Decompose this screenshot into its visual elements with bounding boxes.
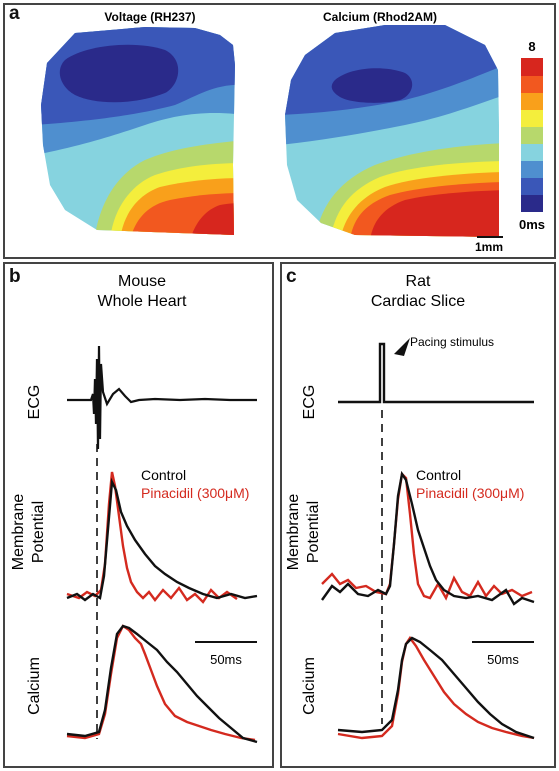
panel-b-label: b	[9, 266, 21, 287]
membrane-pinacidil-trace	[321, 471, 533, 601]
ecg-label: ECG	[301, 385, 318, 420]
calcium-control-trace	[66, 624, 258, 744]
membrane-label-line1: Membrane	[285, 494, 302, 571]
voltage-map-title: Voltage (RH237)	[104, 10, 195, 24]
pacing-stimulus-label: Pacing stimulus	[410, 335, 494, 349]
time-scale-label: 50ms	[210, 652, 242, 667]
legend-control: Control	[416, 467, 461, 483]
panel-c-label: c	[286, 266, 297, 287]
membrane-label-line2: Potential	[30, 501, 47, 563]
panel-a: a Voltage (RH237) Calcium (Rhod2AM)	[3, 3, 556, 259]
time-scale-label: 50ms	[487, 652, 519, 667]
calcium-map-title: Calcium (Rhod2AM)	[323, 10, 437, 24]
membrane-label-line1: Membrane	[10, 494, 27, 571]
membrane-control-trace	[321, 470, 535, 606]
panel-b-title-line2: Whole Heart	[98, 293, 187, 310]
calcium-label: Calcium	[301, 657, 318, 715]
calcium-activation-map	[285, 25, 499, 237]
legend-pinacidil: Pinacidil (300μM)	[416, 485, 524, 501]
panel-c-title-line2: Cardiac Slice	[371, 293, 465, 310]
legend-pinacidil: Pinacidil (300μM)	[141, 485, 249, 501]
panel-c-figure: Rat Cardiac Slice ECG Membrane Potential…	[285, 273, 535, 740]
calcium-pinacidil-trace	[337, 635, 535, 740]
ecg-trace	[338, 342, 534, 404]
panel-b: b Mouse Whole Heart ECG Membrane Potenti…	[3, 262, 274, 768]
panel-a-label: a	[9, 3, 20, 24]
ecg-label: ECG	[26, 385, 43, 420]
scale-bar-label: 1mm	[475, 240, 503, 254]
membrane-label-line2: Potential	[305, 501, 322, 563]
scale-min-label: 0ms	[519, 217, 545, 232]
colour-scale-bar	[521, 58, 543, 212]
panel-b-title-line1: Mouse	[118, 273, 166, 290]
pacing-arrow-icon	[394, 338, 410, 356]
calcium-label: Calcium	[26, 657, 43, 715]
panel-b-figure: Mouse Whole Heart ECG Membrane Potential…	[10, 273, 258, 744]
legend-control: Control	[141, 467, 186, 483]
scale-max-label: 8	[528, 39, 535, 54]
panel-c-title-line1: Rat	[406, 273, 431, 290]
voltage-activation-map	[41, 27, 235, 235]
calcium-control-trace	[337, 636, 535, 740]
membrane-control-trace	[66, 477, 258, 602]
panel-a-figure: Voltage (RH237) Calcium (Rhod2AM)	[41, 10, 545, 254]
calcium-pinacidil-trace	[66, 624, 256, 742]
ecg-trace	[67, 345, 257, 450]
panel-c: c Rat Cardiac Slice ECG Membrane Potenti…	[280, 262, 556, 768]
